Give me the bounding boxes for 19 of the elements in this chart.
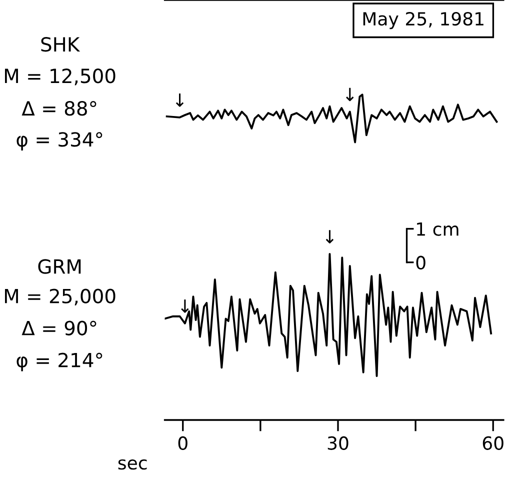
text: φ = 214° [16,352,102,372]
text: φ = 334° [16,132,102,151]
line-series [164,252,492,378]
text: May 25, 1981 [363,12,484,30]
text: M = 12,500 [5,68,116,86]
annotation: ↓ [326,230,334,244]
x-tick-label: 30 [328,436,348,450]
text: GRM [38,259,81,274]
text: SHK [41,37,80,52]
text: Δ = 90° [22,320,96,336]
annotation: ↓ [176,94,184,107]
annotation: ↓ [346,88,354,102]
y-tick-label: 1 cm [417,222,458,236]
x-tick-label: 60 [482,436,504,450]
x-axis-title: sec [118,459,147,470]
x-tick-label: 0 [178,436,188,450]
text: Δ = 88° [22,101,96,116]
text: M = 25,000 [5,288,116,306]
annotation: ↓ [181,300,189,313]
